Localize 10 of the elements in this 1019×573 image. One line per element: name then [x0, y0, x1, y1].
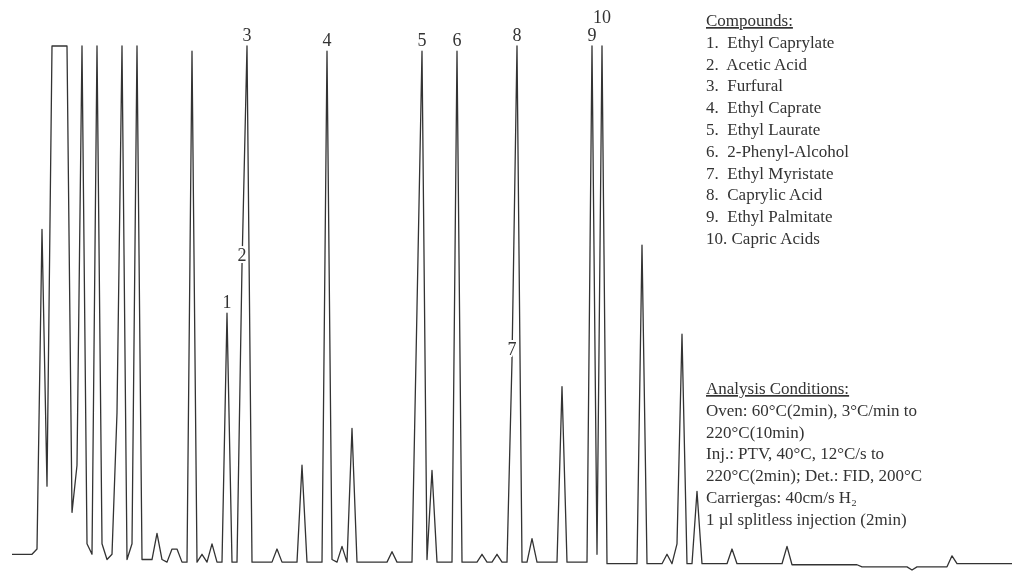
x-tick-label: 3 — [242, 25, 252, 45]
x-tick-label: 9 — [587, 25, 597, 45]
x-tick-label: 1 — [222, 292, 232, 313]
annotation: Analysis Conditions: Oven: 60°C(2min), 3°C/min to 220°C(10min) Inj.: PTV, 40°C, 12°C/s to 220°C(2min); Det.: FID, 200°C Carriergas: 40cm/s H₂ 1 µl splitless injection (2min) — [706, 379, 923, 529]
x-tick-label: 4 — [322, 30, 332, 51]
x-tick-label: 6 — [452, 30, 462, 51]
x-tick-label: 5 — [417, 30, 427, 51]
x-tick-label: 8 — [512, 25, 522, 45]
x-tick-label: 10 — [593, 7, 611, 27]
text: Compounds: 1. Ethyl Caprylate 2. Acetic Acid 3. Furfural 4. Ethyl Caprate 5. Ethyl Laurate 6. 2-Phenyl-Alcohol 7. Ethyl Myristate 8. Caprylic Acid 9. Ethyl Palmitate 10. Capric Acids — [706, 11, 850, 248]
